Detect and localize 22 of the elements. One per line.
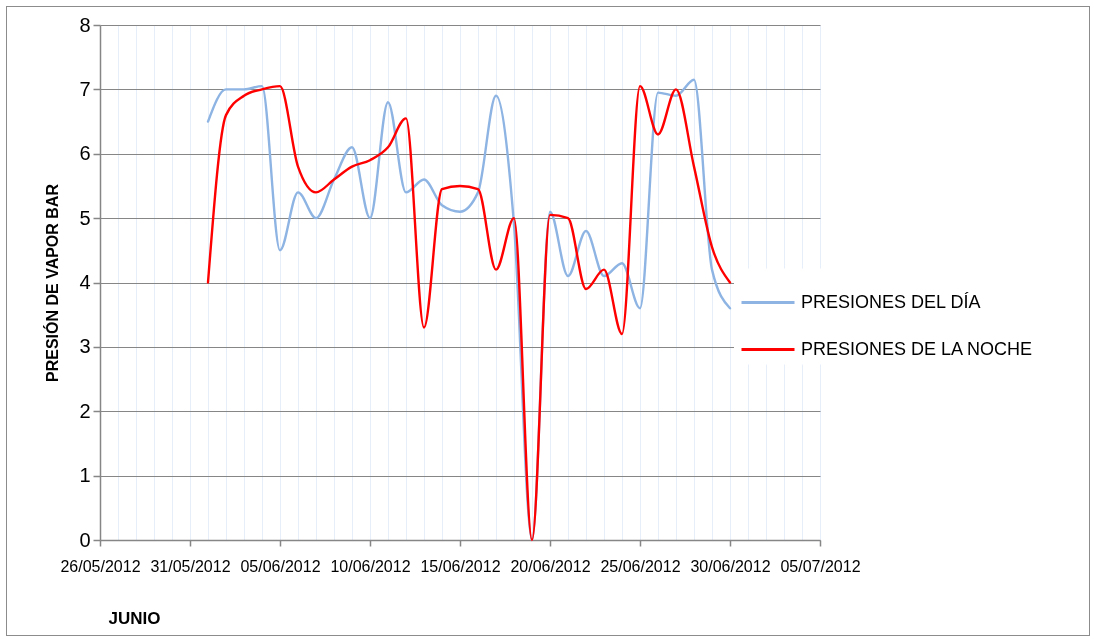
y-tick-label: 6 bbox=[79, 142, 91, 165]
x-tick-label: 31/05/2012 bbox=[150, 557, 231, 575]
y-tick-label: 1 bbox=[79, 464, 91, 487]
x-axis-title: JUNIO bbox=[108, 608, 161, 628]
y-tick-label: 7 bbox=[79, 77, 91, 100]
legend-label: PRESIONES DE LA NOCHE bbox=[801, 338, 1033, 359]
y-tick-label: 8 bbox=[79, 13, 91, 36]
x-tick-label: 05/06/2012 bbox=[240, 557, 321, 575]
x-tick-label: 30/06/2012 bbox=[690, 557, 771, 575]
x-tick-label: 20/06/2012 bbox=[510, 557, 591, 575]
x-tick-label: 15/06/2012 bbox=[420, 557, 501, 575]
y-tick-label: 3 bbox=[79, 335, 91, 358]
x-tick-label: 25/06/2012 bbox=[600, 557, 681, 575]
x-tick-label: 10/06/2012 bbox=[330, 557, 411, 575]
y-axis-title: PRESIÓN DE VAPOR BAR bbox=[43, 183, 62, 382]
y-tick-label: 2 bbox=[79, 399, 91, 422]
x-tick-label: 05/07/2012 bbox=[780, 557, 861, 575]
y-tick-label: 4 bbox=[79, 271, 91, 293]
y-tick-label: 0 bbox=[79, 528, 91, 551]
legend-label: PRESIONES DEL DÍA bbox=[801, 291, 981, 312]
y-tick-label: 5 bbox=[79, 206, 91, 229]
x-tick-label: 26/05/2012 bbox=[60, 557, 141, 575]
